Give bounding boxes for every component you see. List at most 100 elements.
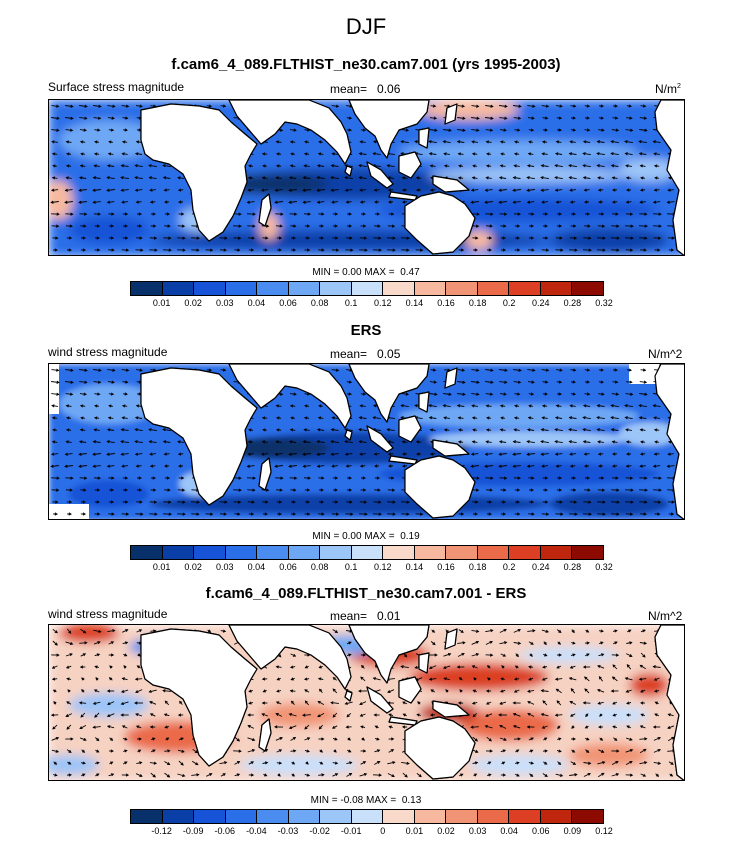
colorbar-swatch: [572, 810, 603, 823]
colorbar-tick-label: 0.2: [502, 298, 516, 308]
colorbar-tick-label: 0.03: [468, 826, 487, 836]
panel-1-map-plot: [49, 100, 684, 255]
panel-1-min-label: MIN =: [312, 267, 340, 278]
colorbar-swatch: [477, 282, 510, 295]
colorbar-tick-label: 0.32: [595, 562, 613, 572]
panel-3-min-value: -0.08: [340, 795, 364, 806]
colorbar-tick-label: 0.14: [405, 298, 424, 308]
panel-1-max-value: 0.47: [400, 267, 420, 278]
colorbar-tick-label: 0.16: [437, 298, 455, 308]
colorbar-swatch: [351, 282, 384, 295]
panel-3-mean: mean= 0.01: [330, 609, 400, 623]
panel-1-map: [48, 99, 685, 256]
colorbar-swatch: [477, 810, 510, 823]
colorbar-tick-label: 0.24: [532, 298, 550, 308]
colorbar-swatch: [162, 810, 195, 823]
panel-1-mean-value: 0.06: [377, 82, 401, 96]
panel-1-title: f.cam6_4_089.FLTHIST_ne30.cam7.001 (yrs …: [171, 56, 561, 73]
colorbar-tick-label: -0.01: [340, 826, 362, 836]
colorbar-swatch: [194, 810, 226, 823]
colorbar-swatch: [383, 546, 415, 559]
panel-3-mean-label: mean=: [330, 609, 368, 623]
figure-title: DJF: [345, 14, 387, 39]
panel-1-minmax: MIN = 0.00 MAX = 0.47: [0, 267, 732, 278]
colorbar-tick-label: -0.06: [214, 826, 236, 836]
colorbar-tick-label: -0.04: [246, 826, 267, 836]
colorbar-swatch: [257, 546, 289, 559]
panel-1-colorbar-ticks: 0.01 0.02 0.03 0.04 0.06 0.08 0.1 0.12 0.14 0.16 0…: [130, 298, 613, 310]
colorbar-tick-label: 0.16: [437, 562, 455, 572]
colorbar-tick-label: 0.12: [374, 298, 392, 308]
colorbar-tick-label: 0.14: [405, 562, 424, 572]
colorbar-swatch: [509, 282, 541, 295]
colorbar-tick-label: -0.12: [151, 826, 172, 836]
panel-2-colorbar-ticks: 0.01 0.02 0.03 0.04 0.06 0.08 0.1 0.12 0.14 0.16 0…: [130, 562, 613, 574]
colorbar-tick-label: 0.03: [216, 562, 234, 572]
colorbar-swatch: [131, 282, 163, 295]
panel-1-units: N/m2: [655, 82, 681, 96]
colorbar-swatch: [351, 810, 384, 823]
colorbar-swatch: [225, 282, 258, 295]
panel-2-mean-label: mean=: [330, 347, 368, 361]
panel-1-max-label: MAX =: [364, 267, 395, 278]
panel-2-map-plot: [49, 364, 684, 519]
panel-3-max-label: MAX =: [365, 795, 397, 806]
panel-1-units-text: N/m: [655, 82, 677, 96]
colorbar-swatch: [162, 546, 195, 559]
colorbar-tick-label: 0: [380, 826, 386, 836]
colorbar-swatch: [225, 546, 258, 559]
colorbar-swatch: [540, 282, 573, 295]
colorbar-swatch: [414, 282, 447, 295]
panel-2-units: N/m^2: [648, 347, 683, 361]
colorbar-swatch: [446, 810, 478, 823]
panel-2-map: [48, 363, 685, 520]
panel-3-min-label: MIN =: [310, 795, 338, 806]
colorbar-swatch: [288, 546, 321, 559]
colorbar-swatch: [257, 282, 289, 295]
colorbar-tick-label: 0.12: [595, 826, 613, 836]
panel-3-mean-value: 0.01: [377, 609, 401, 623]
panel-3-minmax: MIN = -0.08 MAX = 0.13: [0, 795, 732, 806]
colorbar-tick-label: 0.32: [595, 298, 613, 308]
colorbar-tick-label: 0.03: [216, 298, 234, 308]
colorbar-swatch: [320, 546, 352, 559]
panel-3-max-value: 0.13: [401, 795, 422, 806]
panel-3-map: [48, 624, 685, 781]
colorbar-tick-label: 0.2: [502, 562, 516, 572]
panel-2-field-label: wind stress magnitude: [48, 345, 168, 359]
colorbar-tick-label: 0.02: [437, 826, 455, 836]
colorbar-tick-label: 0.04: [247, 562, 266, 572]
colorbar-tick-label: 0.04: [500, 826, 518, 836]
colorbar-tick-label: 0.01: [405, 826, 424, 836]
colorbar-swatch: [383, 282, 415, 295]
colorbar-swatch: [509, 546, 541, 559]
colorbar-tick-label: 0.06: [532, 826, 550, 836]
colorbar-tick-label: 0.06: [279, 562, 297, 572]
panel-2-max-label: MAX =: [364, 531, 395, 542]
colorbar-tick-label: 0.12: [374, 562, 392, 572]
panel-1-field-label: Surface stress magnitude: [48, 80, 185, 94]
colorbar-swatch: [446, 282, 478, 295]
colorbar-swatch: [572, 282, 603, 295]
colorbar-tick-label: -0.09: [182, 826, 204, 836]
panel-3-title: f.cam6_4_089.FLTHIST_ne30.cam7.001 - ERS: [205, 585, 527, 602]
colorbar-swatch: [320, 810, 352, 823]
colorbar-tick-label: 0.1: [344, 562, 358, 572]
colorbar-swatch: [225, 810, 258, 823]
panel-3-map-plot: [49, 625, 684, 780]
colorbar-swatch: [572, 546, 603, 559]
panel-1-min-value: 0.00: [342, 267, 362, 278]
colorbar-swatch: [162, 282, 195, 295]
panel-1-mean-label: mean=: [330, 82, 368, 96]
panel-2-title: ERS: [350, 322, 382, 339]
panel-2-min-label: MIN =: [312, 531, 340, 542]
colorbar-swatch: [540, 810, 573, 823]
colorbar-tick-label: 0.02: [184, 298, 202, 308]
panel-3-colorbar-ticks: -0.12 -0.09 -0.06 -0.04 -0.03 -0.02 -0.01 0 0.01…: [130, 826, 612, 838]
panel-2-mean: mean= 0.05: [330, 347, 400, 361]
colorbar-swatch: [131, 546, 163, 559]
colorbar-swatch: [320, 282, 352, 295]
colorbar-tick-label: 0.02: [184, 562, 202, 572]
panel-3-units: N/m^2: [648, 609, 683, 623]
colorbar-tick-label: 0.28: [563, 298, 582, 308]
